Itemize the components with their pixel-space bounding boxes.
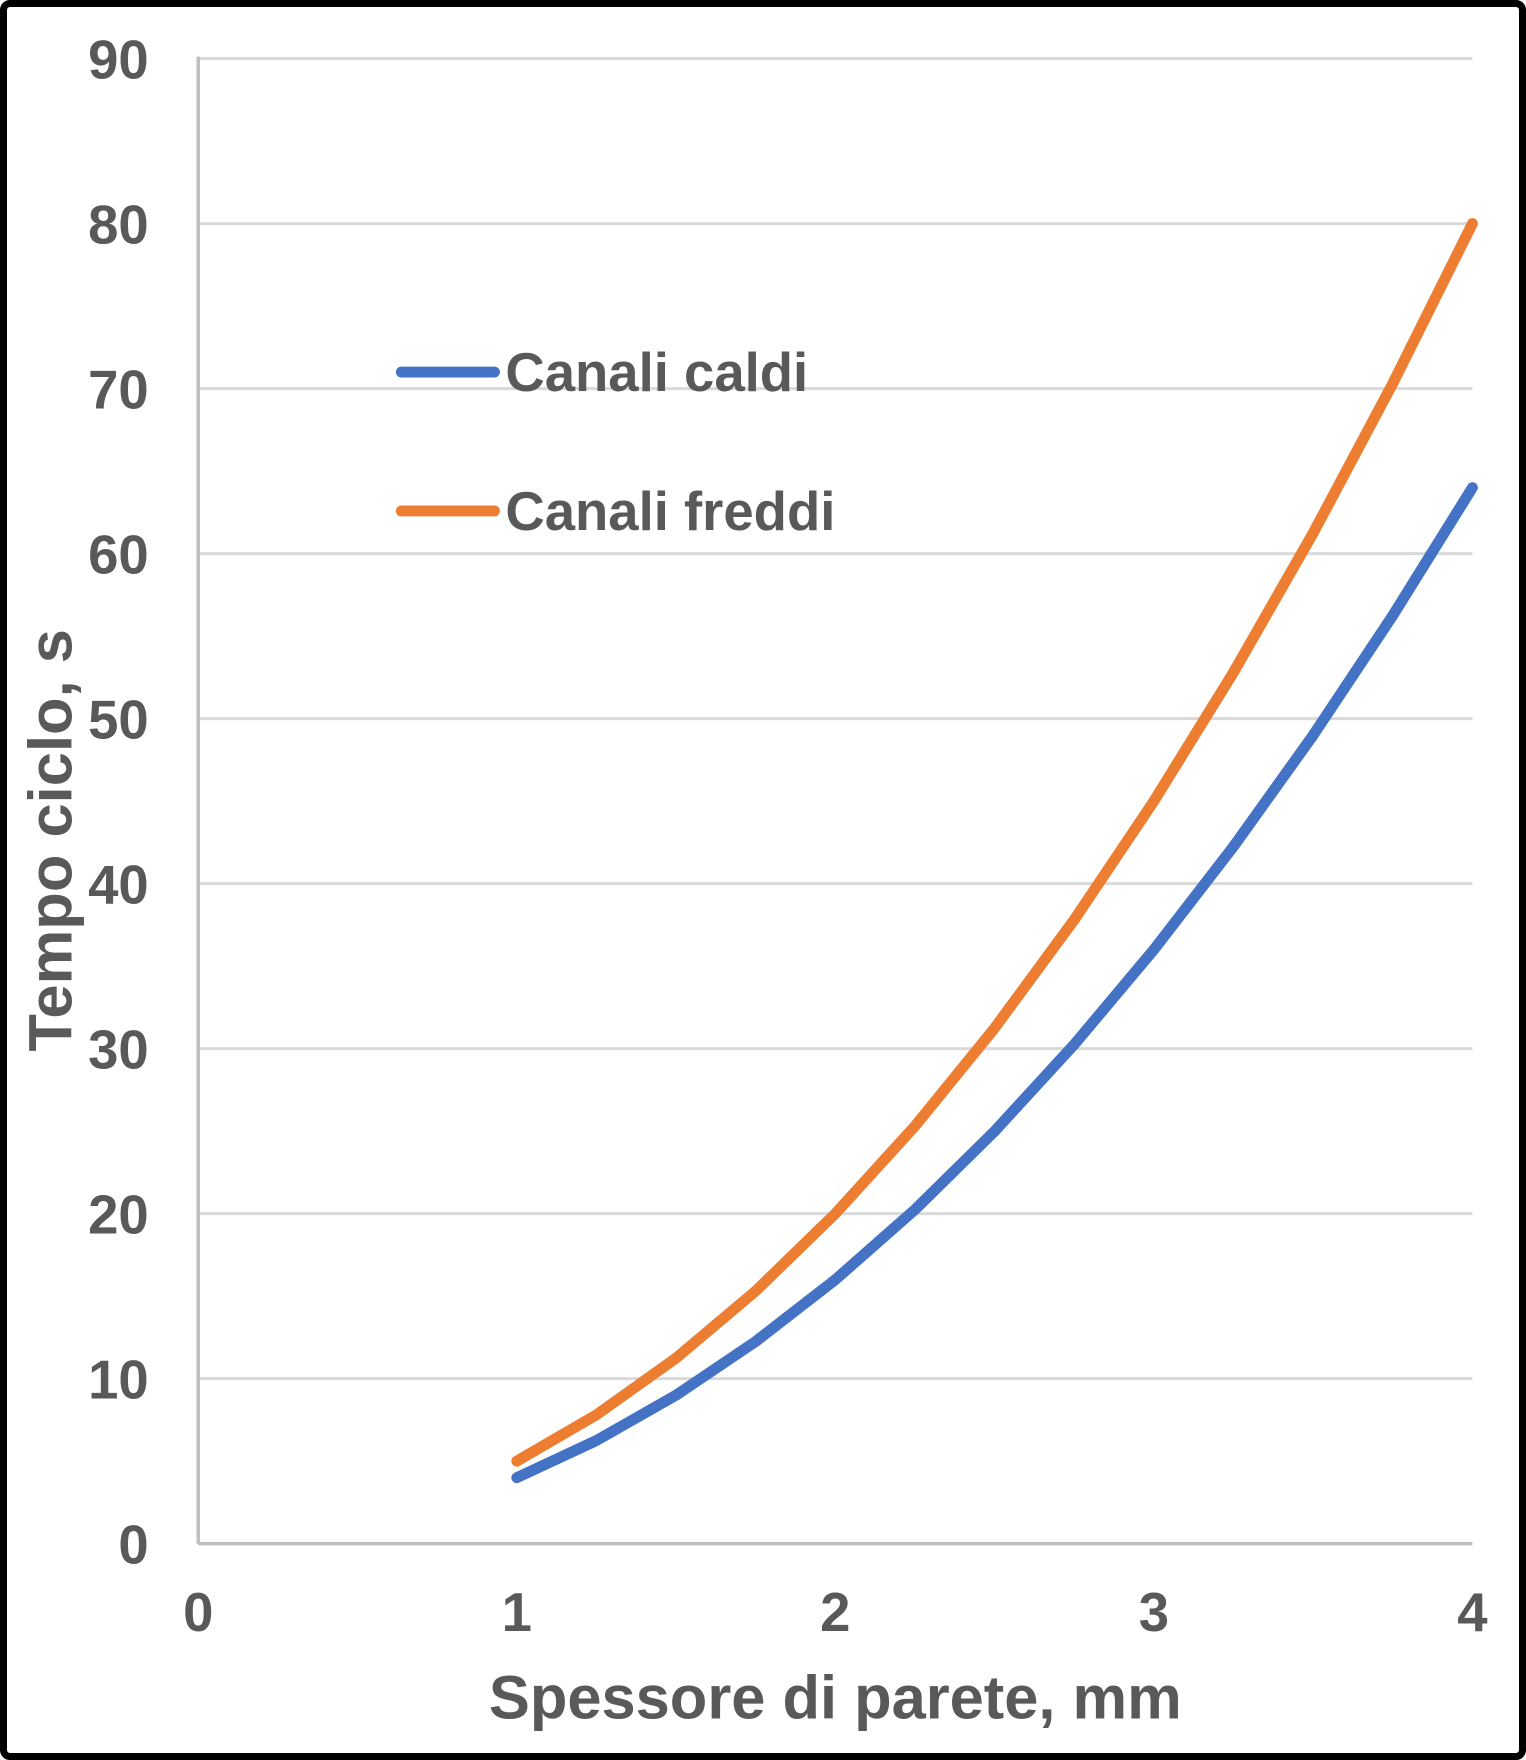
y-tick-label: 60: [88, 524, 149, 585]
y-tick-labels: 0 10 20 30 40 50 60 70 80 90: [88, 29, 149, 1575]
legend-label: Canali freddi: [505, 481, 835, 542]
x-tick-labels: 0 1 2 3 4: [183, 1582, 1488, 1643]
x-axis-title: Spessore di parete, mm: [489, 1663, 1182, 1732]
x-tick-label: 0: [183, 1582, 213, 1643]
y-tick-label: 40: [88, 854, 149, 915]
y-tick-label: 50: [88, 689, 149, 750]
series-line-canali-freddi: [511, 218, 1478, 1467]
series-lines: [511, 218, 1478, 1484]
y-axis-title: Tempo ciclo, s: [16, 629, 85, 1052]
x-tick-label: 4: [1457, 1582, 1488, 1643]
gridlines: [198, 57, 1473, 1546]
series-line-canali-caldi: [511, 482, 1478, 1484]
y-tick-label: 30: [88, 1019, 149, 1080]
y-tick-label: 90: [88, 29, 149, 90]
y-tick-label: 0: [118, 1514, 148, 1575]
x-tick-label: 3: [1139, 1582, 1169, 1643]
legend: Canali caldi Canali freddi: [395, 342, 835, 542]
x-tick-label: 1: [502, 1582, 532, 1643]
axes: [196, 56, 1473, 1546]
y-tick-label: 10: [88, 1349, 149, 1410]
y-tick-label: 70: [88, 359, 149, 420]
y-tick-label: 80: [88, 194, 149, 255]
legend-label: Canali caldi: [505, 342, 808, 403]
y-tick-label: 20: [88, 1184, 149, 1245]
x-tick-label: 2: [820, 1582, 850, 1643]
